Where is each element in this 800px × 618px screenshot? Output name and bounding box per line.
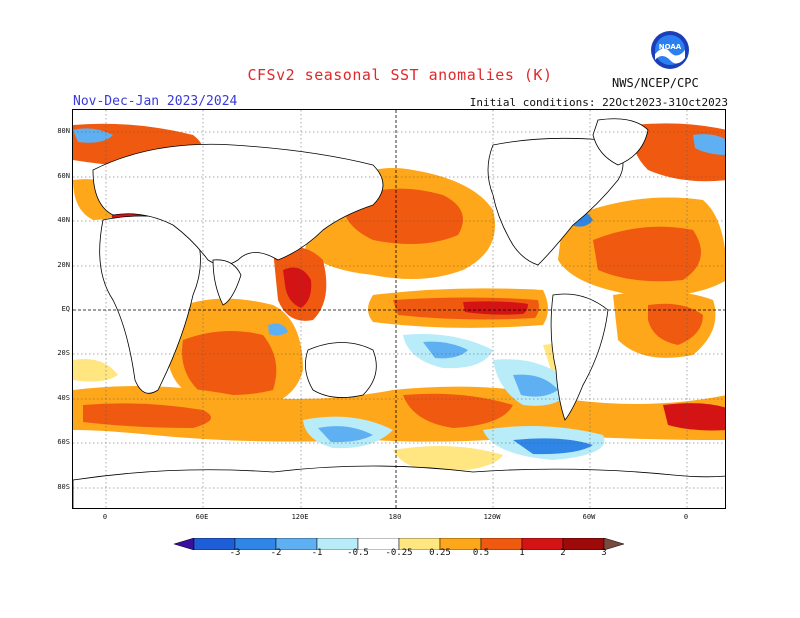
noaa-logo: NOAA <box>651 31 689 69</box>
colorbar-max-triangle <box>603 538 624 550</box>
colorbar-label: -1 <box>311 548 323 558</box>
lat-label-eq: EQ <box>61 305 70 313</box>
lon-label-0-east: 0 <box>683 513 689 521</box>
colorbar-min-triangle <box>174 538 195 550</box>
logo-text: NOAA <box>659 43 682 51</box>
lon-label-120w: 120W <box>483 513 501 521</box>
colorbar-label: 0.5 <box>472 548 490 558</box>
continents <box>73 118 725 508</box>
lon-label-60e: 60E <box>195 513 209 521</box>
map-gridlines <box>73 110 725 508</box>
colorbar-label: 1 <box>519 548 525 558</box>
lat-label-80s: 80S <box>57 483 70 491</box>
lat-label-60n: 60N <box>57 172 70 180</box>
lon-label-0: 0 <box>102 513 108 521</box>
south-america-landmass <box>550 293 609 421</box>
lat-label-40n: 40N <box>57 216 70 224</box>
greenland-landmass <box>592 118 649 166</box>
india-landmass <box>212 259 242 306</box>
reference-lines <box>73 110 725 508</box>
sst-anomaly-map <box>72 109 726 509</box>
lon-label-180: 180 <box>388 513 402 521</box>
antarctica-landmass <box>73 465 725 508</box>
initial-conditions: Initial conditions: 22Oct2023-31Oct2023 <box>469 96 728 109</box>
lon-label-120e: 120E <box>291 513 309 521</box>
lat-label-20n: 20N <box>57 261 70 269</box>
sst-colorbar <box>174 538 624 550</box>
colorbar-label: -0.25 <box>385 548 413 558</box>
lon-label-60w: 60W <box>582 513 596 521</box>
colorbar-label: 3 <box>601 548 607 558</box>
colorbar-label: 2 <box>560 548 566 558</box>
australia-landmass <box>305 342 377 398</box>
eurasia-landmass <box>92 143 384 266</box>
forecast-period: Nov-Dec-Jan 2023/2024 <box>73 94 238 109</box>
lat-label-40s: 40S <box>57 394 70 402</box>
colorbar-label: -2 <box>270 548 282 558</box>
agency-label: NWS/NCEP/CPC <box>612 76 699 90</box>
colorbar-label: -3 <box>229 548 241 558</box>
lat-label-80n: 80N <box>57 127 70 135</box>
colorbar-label: -0.5 <box>347 548 369 558</box>
map-title: CFSv2 seasonal SST anomalies (K) <box>247 66 553 84</box>
lat-label-20s: 20S <box>57 349 70 357</box>
colorbar-label: 0.25 <box>429 548 451 558</box>
lat-label-60s: 60S <box>57 438 70 446</box>
